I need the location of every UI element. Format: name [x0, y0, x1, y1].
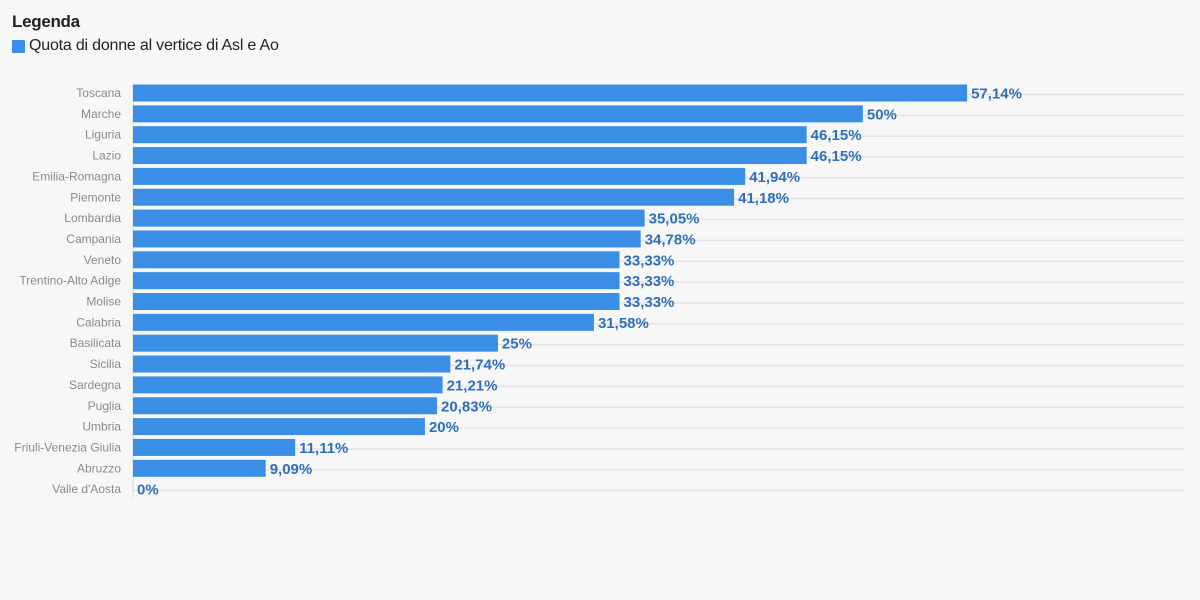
category-label: Marche	[81, 107, 121, 121]
legend-title: Legenda	[12, 12, 80, 31]
category-label: Emilia-Romagna	[32, 169, 121, 183]
bar	[133, 84, 968, 102]
value-label: 21,74%	[454, 357, 505, 374]
category-label: Veneto	[84, 253, 122, 267]
value-label: 35,05%	[649, 211, 700, 228]
category-label: Sicilia	[90, 357, 122, 371]
bar	[133, 438, 296, 456]
value-label: 34,78%	[645, 231, 696, 248]
value-label: 11,11%	[299, 440, 348, 457]
bar	[133, 397, 438, 415]
bar	[133, 418, 425, 436]
bar	[133, 230, 641, 248]
bar	[133, 459, 266, 477]
legend-swatch	[12, 39, 25, 53]
value-label: 20,83%	[441, 398, 492, 415]
value-label: 41,94%	[749, 169, 800, 186]
value-label: 57,14%	[971, 86, 1022, 103]
category-label: Lazio	[92, 149, 121, 163]
bar	[133, 147, 807, 165]
bar	[133, 313, 594, 331]
bar	[133, 188, 735, 206]
category-label: Liguria	[85, 128, 121, 142]
bar	[133, 355, 451, 373]
category-label: Valle d'Aosta	[52, 482, 121, 496]
category-label: Molise	[86, 295, 121, 309]
value-label: 21,21%	[447, 377, 498, 394]
value-label: 41,18%	[738, 190, 789, 207]
bar	[133, 167, 746, 185]
bar	[133, 251, 620, 269]
bar	[133, 272, 620, 290]
category-label: Abruzzo	[77, 461, 121, 475]
bar	[133, 105, 863, 123]
value-label: 46,15%	[811, 127, 862, 144]
category-label: Toscana	[76, 86, 121, 100]
legend: Legenda Quota di donne al vertice di Asl…	[12, 12, 279, 55]
category-label: Piemonte	[70, 190, 121, 204]
bar	[133, 209, 645, 227]
value-label: 33,33%	[624, 273, 675, 290]
value-label: 50%	[867, 106, 897, 123]
category-label: Umbria	[82, 420, 121, 434]
category-label: Puglia	[88, 399, 122, 413]
value-label: 31,58%	[598, 315, 649, 332]
value-label: 33,33%	[624, 252, 675, 269]
legend-entry-label: Quota di donne al vertice di Asl e Ao	[29, 37, 279, 54]
category-label: Calabria	[76, 315, 121, 329]
category-label: Trentino-Alto Adige	[19, 274, 121, 288]
category-label: Friuli-Venezia Giulia	[14, 440, 121, 454]
category-label: Basilicata	[70, 336, 122, 350]
category-label: Sardegna	[69, 378, 121, 392]
bar	[133, 376, 443, 394]
value-label: 46,15%	[811, 148, 862, 165]
value-label: 33,33%	[624, 294, 675, 311]
legend-entry[interactable]: Quota di donne al vertice di Asl e Ao	[12, 37, 279, 55]
value-label: 25%	[502, 336, 532, 353]
bar	[133, 126, 807, 144]
bar	[133, 293, 620, 310]
value-label: 9,09%	[270, 461, 313, 478]
bar	[133, 334, 498, 352]
category-label: Campania	[66, 232, 121, 246]
value-label: 0%	[137, 482, 159, 499]
category-label: Lombardia	[64, 211, 121, 225]
value-label: 20%	[429, 419, 459, 436]
